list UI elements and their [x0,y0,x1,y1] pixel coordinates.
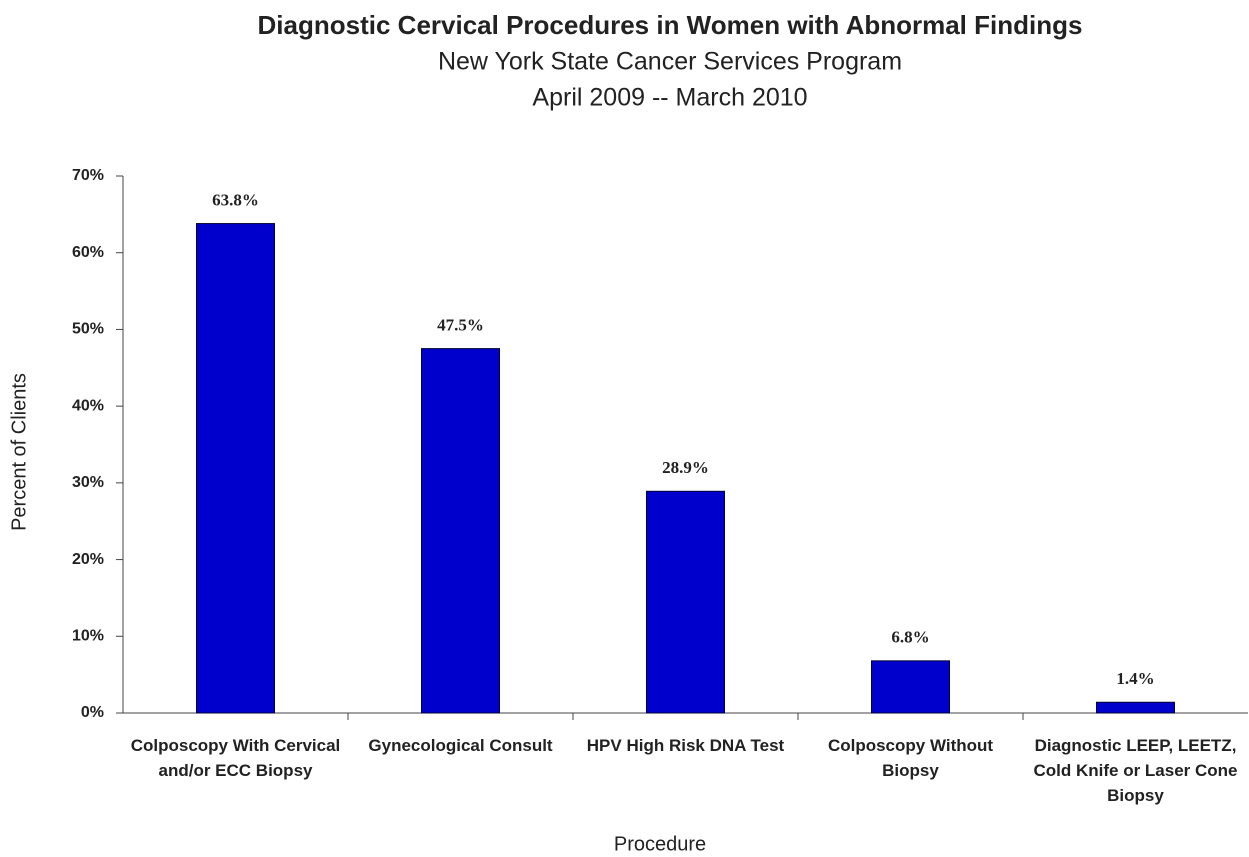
chart-title: Diagnostic Cervical Procedures in Women … [258,10,1083,40]
chart-subtitle: New York State Cancer Services Program [438,48,902,76]
y-tick-label: 60% [72,244,104,261]
value-label: 47.5% [437,316,484,335]
value-label: 63.8% [212,190,259,209]
x-axis-label: Procedure [614,833,706,855]
x-tick-label: HPV High Risk DNA Test [586,736,785,755]
y-tick-label: 50% [72,321,104,338]
y-tick-label: 30% [72,474,104,491]
x-tick-label: Colposcopy With Cervical and/or ECC Biop… [130,736,341,780]
bar [871,660,950,714]
y-tick-label: 40% [72,397,104,414]
value-label: 1.4% [1116,669,1154,688]
y-tick-label: 70% [72,167,104,184]
chart-subtitle: April 2009 -- March 2010 [532,84,807,112]
x-tick-label: Diagnostic LEEP, LEETZ, Cold Knife or La… [1033,736,1238,805]
bar [646,490,725,714]
bar [196,223,275,714]
y-tick-label: 10% [72,628,104,645]
bar [421,348,500,714]
value-label: 6.8% [891,628,929,647]
bar [1096,701,1175,714]
x-tick-label: Colposcopy Without Biopsy [827,736,994,780]
value-label: 28.9% [662,458,709,477]
y-tick-label: 20% [72,551,104,568]
x-tick-label: Gynecological Consult [368,736,553,755]
y-tick-label: 0% [81,704,104,721]
y-axis-label: Percent of Clients [8,373,30,531]
